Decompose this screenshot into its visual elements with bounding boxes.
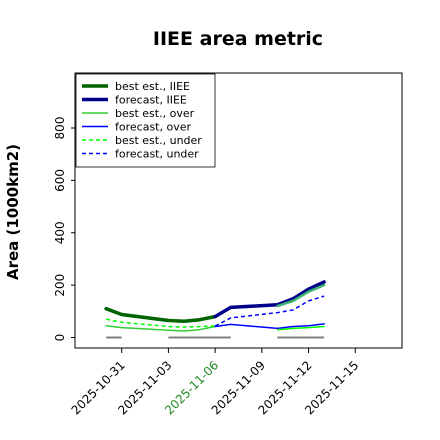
series-line-7 <box>276 325 325 331</box>
series-line-1 <box>213 280 326 319</box>
series-line-5 <box>214 295 325 327</box>
legend-label: best est., under <box>115 134 202 147</box>
series-line-3 <box>214 323 325 330</box>
legend-label: best est., over <box>115 107 195 120</box>
y-tick-label: 0 <box>53 334 67 342</box>
series-line-6 <box>276 283 326 308</box>
legend-label: forecast, over <box>115 121 191 134</box>
y-axis: 0 200 400 600 800 <box>53 117 75 342</box>
legend-label: best est., IIEE <box>115 80 190 93</box>
chart-title: IIEE area metric <box>153 28 323 50</box>
x-axis: 2025-10-312025-11-032025-11-062025-11-09… <box>69 348 361 417</box>
y-tick-label: 800 <box>53 117 67 140</box>
y-tick-label: 200 <box>53 274 67 297</box>
legend-label: forecast, IIEE <box>115 94 187 107</box>
series-line-2 <box>105 324 216 332</box>
legend-label: forecast, under <box>115 148 199 161</box>
plot-frame <box>74 72 403 349</box>
series-line-4 <box>105 318 216 328</box>
y-tick-label: 400 <box>53 221 67 244</box>
series-lines <box>104 280 326 332</box>
legend-box <box>75 73 216 168</box>
y-axis-label: Area (1000km2) <box>4 144 22 280</box>
series-line-0 <box>104 306 217 324</box>
y-tick-label: 600 <box>53 169 67 192</box>
